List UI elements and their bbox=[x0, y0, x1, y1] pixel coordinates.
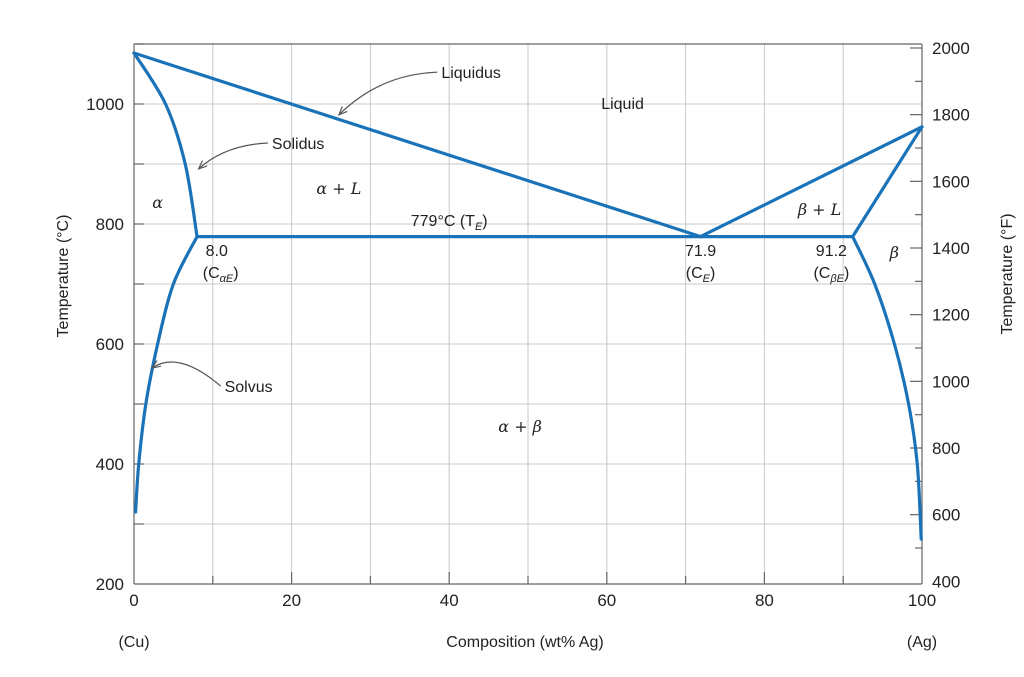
label-liquid: Liquid bbox=[601, 96, 644, 113]
callout-liquidus-arrowhead bbox=[337, 106, 348, 116]
y-right-tick-label: 1200 bbox=[932, 306, 970, 325]
phase-boundaries bbox=[132, 51, 924, 541]
grid-lines bbox=[134, 43, 922, 584]
x-axis-title: Composition (wt% Ag) bbox=[446, 634, 603, 651]
callout-solvus-label: Solvus bbox=[225, 379, 273, 396]
callout-solvus-line bbox=[151, 361, 222, 387]
x-tick-label: 100 bbox=[908, 591, 936, 610]
x-end-label-cu: (Cu) bbox=[118, 634, 149, 651]
x-tick-label: 0 bbox=[129, 591, 138, 610]
y-right-tick-label: 2000 bbox=[932, 39, 970, 58]
label-alpha: α bbox=[152, 193, 163, 212]
callout-solvus-arrowhead bbox=[150, 360, 162, 369]
callout-solidus-line bbox=[198, 142, 268, 170]
curve-solidus-beta bbox=[851, 125, 924, 239]
label-c-beta-lbl: (CβE) bbox=[813, 265, 849, 285]
region-labels: Liquid α α + L β + L β α + β 779°C (TE) 8.0 (CαE… bbox=[152, 96, 899, 436]
y-right-tick-label: 1400 bbox=[932, 239, 970, 258]
label-c-alpha-val: 8.0 bbox=[206, 243, 228, 260]
y-tick-label: 400 bbox=[96, 455, 124, 474]
label-te: 779°C (TE) bbox=[411, 213, 488, 233]
y-right-tick-label: 600 bbox=[932, 506, 960, 525]
x-tick-label: 60 bbox=[597, 591, 616, 610]
x-end-label-ag: (Ag) bbox=[907, 634, 937, 651]
curve-solvus-beta bbox=[851, 235, 923, 541]
y-right-tick-label: 800 bbox=[932, 439, 960, 458]
curve-callouts: Liquidus Solidus Solvus bbox=[150, 65, 501, 396]
y-tick-label: 1000 bbox=[86, 95, 124, 114]
y-axis-title-right: Temperature (°F) bbox=[999, 213, 1016, 334]
y-right-tick-label: 400 bbox=[932, 572, 960, 591]
y-tick-label: 800 bbox=[96, 215, 124, 234]
curve-solvus-alpha bbox=[133, 235, 199, 514]
label-beta-l: β + L bbox=[797, 200, 841, 219]
y-tick-label: 200 bbox=[96, 575, 124, 594]
callout-liquidus-line bbox=[338, 71, 438, 116]
y-right-tick-label: 1600 bbox=[932, 172, 970, 191]
label-c-alpha-lbl: (CαE) bbox=[203, 265, 239, 285]
label-beta: β bbox=[889, 243, 899, 262]
y-axis-title-left: Temperature (°C) bbox=[55, 215, 72, 338]
x-tick-label: 20 bbox=[282, 591, 301, 610]
curve-solidus-alpha bbox=[132, 51, 199, 239]
y-right-tick-label: 1000 bbox=[932, 372, 970, 391]
label-alpha-l: α + L bbox=[316, 179, 361, 198]
tick-labels: 0 20 40 60 80 100 200 400 600 800 1000 400 600 800 100… bbox=[86, 39, 970, 610]
callout-liquidus-label: Liquidus bbox=[441, 65, 501, 82]
curve-liquidus-ag bbox=[698, 125, 924, 239]
label-ce-val: 71.9 bbox=[685, 243, 716, 260]
y-right-tick-label: 1800 bbox=[932, 106, 970, 125]
callout-solidus-arrowhead bbox=[197, 160, 208, 170]
label-alpha-beta: α + β bbox=[498, 417, 542, 436]
x-tick-label: 40 bbox=[440, 591, 459, 610]
label-ce-lbl: (CE) bbox=[686, 265, 716, 285]
callout-solidus-label: Solidus bbox=[272, 136, 324, 153]
curve-liquidus-cu bbox=[132, 51, 703, 239]
x-tick-label: 80 bbox=[755, 591, 774, 610]
y-tick-label: 600 bbox=[96, 335, 124, 354]
label-c-beta-val: 91.2 bbox=[816, 243, 847, 260]
